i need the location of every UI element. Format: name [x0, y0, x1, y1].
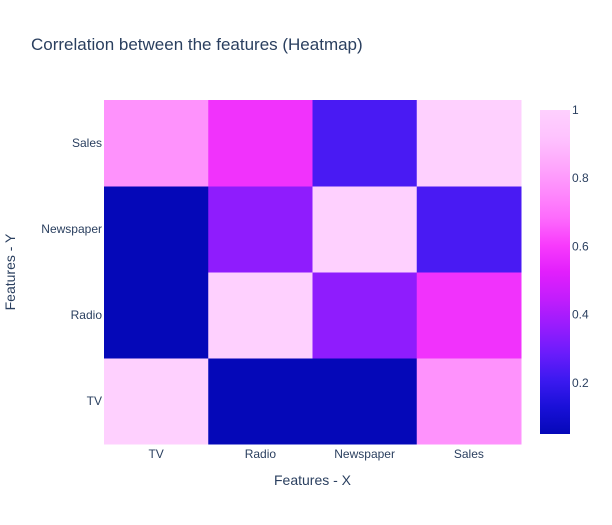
y-axis-title: Features - Y: [2, 233, 18, 310]
chart-title: Correlation between the features (Heatma…: [31, 35, 363, 54]
heatmap-cell-newspaper-newspaper: [312, 186, 418, 273]
heatmap-cell-sales-sales: [416, 100, 522, 187]
heatmap-cell-newspaper-sales: [416, 186, 522, 273]
x-axis-title: Features - X: [274, 472, 352, 488]
heatmap-cell-radio-sales: [416, 272, 522, 359]
heatmap-cell-radio-tv: [104, 272, 209, 359]
heatmap-cell-sales-newspaper: [312, 100, 418, 187]
colorbar: [540, 110, 570, 434]
heatmap-cell-radio-radio: [208, 272, 313, 359]
colorbar-tick-label: 0.4: [572, 308, 589, 322]
y-axis-ticks: TV Radio Newspaper Sales: [41, 136, 102, 408]
y-tick-label: Radio: [71, 308, 103, 322]
x-tick-label: TV: [148, 447, 163, 461]
heatmap-cell-sales-tv: [104, 100, 209, 187]
heatmap-cell-sales-radio: [208, 100, 313, 187]
y-tick-label: Sales: [72, 136, 102, 150]
colorbar-tick-label: 0.2: [572, 376, 589, 390]
x-tick-label: Radio: [245, 447, 277, 461]
colorbar-ticks: 0.2 0.4 0.6 0.8 1: [572, 103, 589, 390]
heatmap-cell-tv-newspaper: [312, 358, 418, 445]
y-tick-label: TV: [87, 394, 102, 408]
colorbar-tick-label: 0.8: [572, 171, 589, 185]
colorbar-tick-label: 0.6: [572, 239, 589, 253]
heatmap-cell-radio-newspaper: [312, 272, 418, 359]
x-tick-label: Sales: [454, 447, 484, 461]
x-tick-label: Newspaper: [334, 447, 395, 461]
colorbar-tick-label: 1: [572, 103, 579, 117]
y-tick-label: Newspaper: [41, 222, 102, 236]
heatmap-cell-tv-radio: [208, 358, 313, 445]
heatmap-cell-newspaper-tv: [104, 186, 209, 273]
x-axis-ticks: TV Radio Newspaper Sales: [148, 447, 483, 461]
heatmap-cell-tv-tv: [104, 358, 209, 445]
heatmap-cells: [104, 100, 522, 445]
heatmap-cell-tv-sales: [416, 358, 522, 445]
heatmap-cell-newspaper-radio: [208, 186, 313, 273]
